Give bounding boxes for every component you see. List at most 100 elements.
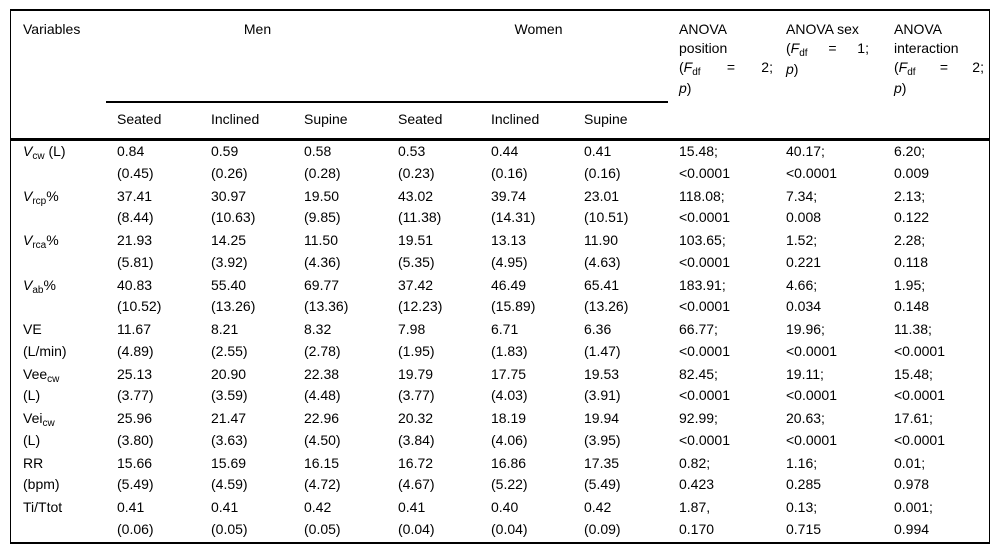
mean-or-f-value: 25.13 bbox=[117, 365, 153, 382]
row-label-line1: Vrca% bbox=[23, 230, 117, 252]
mean-or-f-value: 19.11; bbox=[786, 365, 824, 382]
sd-or-p-value: (0.05) bbox=[211, 520, 248, 537]
label-text: F bbox=[790, 40, 800, 56]
mean-or-f-value: 183.91; bbox=[679, 276, 726, 293]
sd-or-p-value: 0.221 bbox=[786, 253, 822, 270]
row-label-line1: Ti/Ttot bbox=[23, 497, 117, 519]
table-row: Vrca% 21.93 (5.81) 14.25 (3.92) 11.50 (4.36) 19… bbox=[11, 230, 989, 275]
mean-or-f-value: 20.32 bbox=[398, 410, 434, 426]
anova-value-cell: 66.77; <0.0001 bbox=[679, 319, 786, 364]
mean-or-f-value: 6.36 bbox=[584, 321, 612, 337]
mean-or-f-value: 19.96; bbox=[786, 321, 825, 337]
mean-or-f-value: 65.41 bbox=[584, 276, 620, 293]
value-cell: 0.41 (0.06) bbox=[117, 497, 211, 542]
value-cell: 21.93 (5.81) bbox=[117, 230, 211, 275]
label-text: p bbox=[894, 80, 902, 96]
subheader-spacer bbox=[786, 101, 894, 138]
mean-or-f-value: 2.28; bbox=[894, 232, 926, 248]
sd-or-p-value: <0.0001 bbox=[679, 209, 730, 226]
mean-or-f-value: 17.35 bbox=[584, 454, 620, 471]
anova-value-cell: 92.99; <0.0001 bbox=[679, 408, 786, 453]
row-label-line1: Vrcp% bbox=[23, 186, 117, 208]
anova-p-line: p) bbox=[786, 60, 869, 79]
subscript-text: ab bbox=[32, 284, 44, 296]
row-label-line2 bbox=[23, 163, 117, 185]
label-text: VE bbox=[23, 321, 42, 337]
sd-or-p-value: (0.09) bbox=[584, 520, 621, 537]
label-text: % bbox=[46, 187, 59, 204]
row-label-line2 bbox=[23, 519, 117, 541]
mean-or-f-value: 21.47 bbox=[211, 410, 247, 426]
sd-or-p-value: (0.16) bbox=[584, 164, 621, 181]
value-cell: 25.96 (3.80) bbox=[117, 408, 211, 453]
f-df-token: (Fdf bbox=[786, 39, 808, 60]
sd-or-p-value: 0.423 bbox=[679, 476, 715, 493]
table-row: RR (bpm) 15.66 (5.49) 15.69 (4.59) 16.15 (4.72)… bbox=[11, 453, 989, 498]
sd-or-p-value: <0.0001 bbox=[679, 431, 730, 448]
value-cell: 37.42 (12.23) bbox=[398, 275, 491, 320]
anova-value-cell: 0.01; 0.978 bbox=[894, 453, 989, 498]
value-cell: 21.47 (3.63) bbox=[211, 408, 304, 453]
mean-or-f-value: 16.15 bbox=[304, 454, 340, 471]
sd-or-p-value: (5.22) bbox=[491, 476, 528, 493]
row-label: Vcw (L) bbox=[11, 141, 117, 186]
position-column-header-seated: Seated bbox=[398, 111, 443, 127]
mean-or-f-value: 103.65; bbox=[679, 232, 726, 248]
sd-or-p-value: 0.170 bbox=[679, 520, 715, 537]
mean-or-f-value: 30.97 bbox=[211, 187, 247, 204]
anova-f-line: (Fdf = 2; bbox=[894, 58, 984, 79]
anova-value-cell: 2.28; 0.118 bbox=[894, 230, 989, 275]
row-label-line1: Vab% bbox=[23, 275, 117, 297]
table-row: VE (L/min) 11.67 (4.89) 8.21 (2.55) 8.32 (2.78)… bbox=[11, 319, 989, 364]
anova-value-cell: 118.08; <0.0001 bbox=[679, 186, 786, 231]
mean-or-f-value: 0.41 bbox=[211, 499, 239, 515]
value-cell: 14.25 (3.92) bbox=[211, 230, 304, 275]
sd-or-p-value: (3.92) bbox=[211, 253, 248, 270]
mean-or-f-value: 0.42 bbox=[304, 499, 332, 515]
value-cell: 69.77 (13.36) bbox=[304, 275, 398, 320]
mean-or-f-value: 19.51 bbox=[398, 232, 434, 248]
value-cell: 8.32 (2.78) bbox=[304, 319, 398, 364]
label-text: ( bbox=[786, 40, 791, 56]
sd-or-p-value: (13.26) bbox=[211, 298, 256, 315]
mean-or-f-value: 8.21 bbox=[211, 321, 239, 337]
value-cell: 22.38 (4.48) bbox=[304, 364, 398, 409]
value-cell: 22.96 (4.50) bbox=[304, 408, 398, 453]
label-text: Vei bbox=[23, 410, 43, 426]
value-cell: 0.41 (0.04) bbox=[398, 497, 491, 542]
value-cell: 43.02 (11.38) bbox=[398, 186, 491, 231]
sd-or-p-value: (15.89) bbox=[491, 298, 536, 315]
anova-value-cell: 183.91; <0.0001 bbox=[679, 275, 786, 320]
row-label-line2: (L) bbox=[23, 387, 41, 404]
value-cell: 17.75 (4.03) bbox=[491, 364, 584, 409]
value-cell: 19.53 (3.91) bbox=[584, 364, 679, 409]
value-cell: 20.90 (3.59) bbox=[211, 364, 304, 409]
label-text: (L) bbox=[44, 143, 66, 159]
mean-or-f-value: 0.13; bbox=[786, 499, 818, 515]
mean-or-f-value: 21.93 bbox=[117, 232, 153, 248]
sd-or-p-value: (8.44) bbox=[117, 209, 154, 226]
table-row: Vrcp% 37.41 (8.44) 30.97 (10.63) 19.50 (9.85) 4… bbox=[11, 186, 989, 231]
row-label: Vab% bbox=[11, 275, 117, 320]
value-cell: 17.35 (5.49) bbox=[584, 453, 679, 498]
subheader-spacer bbox=[679, 101, 786, 138]
mean-or-f-value: 14.25 bbox=[211, 232, 247, 248]
value-cell: 37.41 (8.44) bbox=[117, 186, 211, 231]
equals-token: = bbox=[828, 40, 837, 56]
anova-value-cell: 17.61; <0.0001 bbox=[894, 408, 989, 453]
row-label: Veicw (L) bbox=[11, 408, 117, 453]
table-row: Ti/Ttot 0.41 (0.06) 0.41 (0.05) 0.42 (0.05) 0.4… bbox=[11, 497, 989, 542]
sd-or-p-value: (0.06) bbox=[117, 520, 154, 537]
sd-or-p-value: 0.122 bbox=[894, 209, 930, 226]
table-row: Veecw (L) 25.13 (3.77) 20.90 (3.59) 22.38 (4.48… bbox=[11, 364, 989, 409]
sd-or-p-value: (2.55) bbox=[211, 342, 248, 359]
mean-or-f-value: 39.74 bbox=[491, 187, 527, 204]
sd-or-p-value: <0.0001 bbox=[786, 342, 837, 359]
subheader-spacer bbox=[11, 101, 117, 138]
mean-or-f-value: 23.01 bbox=[584, 187, 620, 204]
value-cell: 0.53 (0.23) bbox=[398, 141, 491, 186]
position-column-header-supine: Supine bbox=[304, 111, 348, 127]
row-label: Vrcp% bbox=[11, 186, 117, 231]
sd-or-p-value: (10.51) bbox=[584, 209, 629, 226]
